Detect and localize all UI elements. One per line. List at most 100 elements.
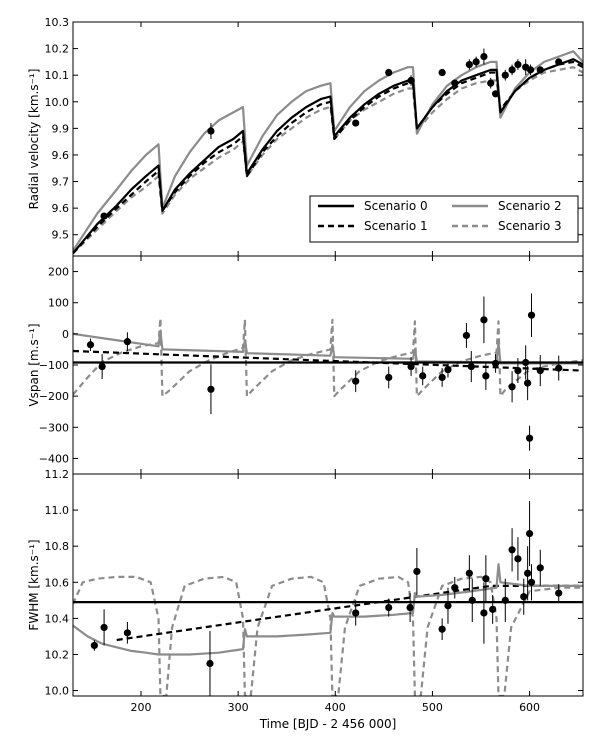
x-tick-label: 600 xyxy=(519,701,540,714)
legend: Scenario 0 Scenario 2 Scenario 1 Scenario 3 xyxy=(309,195,579,243)
data-point xyxy=(438,373,446,382)
data-point xyxy=(451,79,459,87)
data-point xyxy=(522,358,530,367)
panel-0: 9.5 9.6 9.7 9.6 9.9 10.0 10.1 10.2 10.3 Radial ve… xyxy=(27,16,584,257)
data-point xyxy=(438,68,446,77)
plot-area xyxy=(73,501,583,696)
data-point xyxy=(514,555,522,563)
y-tick-label: 11.2 xyxy=(45,468,70,481)
y-tick-label: 0 xyxy=(62,328,69,341)
data-point xyxy=(520,593,528,601)
plot-area xyxy=(73,48,583,255)
data-point xyxy=(508,546,516,554)
data-point xyxy=(472,58,480,66)
data-point xyxy=(385,603,393,612)
y-axis-label: FWHM [km.s⁻¹] xyxy=(27,539,41,630)
y-tick-label: −100 xyxy=(39,359,69,372)
data-point xyxy=(468,596,476,604)
data-point xyxy=(524,379,532,387)
data-point xyxy=(527,311,536,319)
data-point xyxy=(480,316,488,324)
data-point xyxy=(352,119,360,127)
y-tick-label: 9.6 xyxy=(52,149,70,162)
legend-label: Scenario 0 xyxy=(364,199,428,213)
data-point xyxy=(206,659,214,668)
data-point xyxy=(489,605,497,613)
y-tick-label: −200 xyxy=(39,390,69,403)
data-point xyxy=(385,68,393,77)
legend-box xyxy=(309,195,579,243)
data-point xyxy=(406,603,414,612)
data-point xyxy=(444,602,452,610)
data-point xyxy=(555,364,563,372)
x-tick-label: 400 xyxy=(325,701,346,714)
data-point xyxy=(352,377,360,385)
y-tick-label: 10.6 xyxy=(45,576,70,589)
y-tick-label: −400 xyxy=(39,452,69,465)
series-line-scenario-1 xyxy=(73,349,583,372)
data-point xyxy=(525,434,534,442)
data-point xyxy=(508,66,516,74)
data-point xyxy=(501,596,509,604)
data-point xyxy=(555,589,563,597)
data-point xyxy=(467,362,475,371)
data-point xyxy=(407,362,415,371)
data-point xyxy=(536,367,544,375)
y-axis-label: Vspan [m.s⁻¹] xyxy=(27,323,41,406)
data-point xyxy=(508,383,516,391)
data-point xyxy=(491,90,500,98)
data-point xyxy=(501,71,509,79)
y-tick-label: 9.5 xyxy=(52,229,70,242)
data-point xyxy=(444,366,452,374)
data-point xyxy=(536,564,544,572)
data-point xyxy=(480,52,488,61)
x-tick-label: 200 xyxy=(131,701,152,714)
y-tick-label: 10.8 xyxy=(45,540,70,553)
data-point xyxy=(465,569,473,577)
series-line-scenario-2 xyxy=(73,329,583,365)
y-tick-label: −300 xyxy=(39,421,69,434)
plot-area xyxy=(73,293,583,451)
data-point xyxy=(526,66,535,74)
data-point xyxy=(123,629,131,637)
data-point xyxy=(527,578,536,586)
data-point xyxy=(413,567,421,576)
data-point xyxy=(462,331,471,340)
data-point xyxy=(90,641,98,650)
axes-frame xyxy=(72,255,584,475)
y-tick-label: 10.2 xyxy=(45,648,70,661)
y-tick-label: 200 xyxy=(48,266,69,279)
data-point xyxy=(419,372,427,380)
data-point xyxy=(514,367,522,375)
data-point xyxy=(482,575,490,583)
y-tick-label: 9.6 xyxy=(52,202,70,215)
y-tick-label: 11.0 xyxy=(45,504,70,517)
y-tick-label: 100 xyxy=(48,297,69,310)
series-line-scenario-1 xyxy=(116,584,583,642)
data-point xyxy=(352,609,360,617)
y-tick-label: 10.0 xyxy=(45,96,70,109)
y-tick-label: 10.4 xyxy=(45,612,70,625)
data-point xyxy=(86,341,95,349)
series-line-scenario-3 xyxy=(73,575,583,696)
data-point xyxy=(207,127,215,135)
data-point xyxy=(451,584,459,592)
data-point xyxy=(123,338,131,346)
data-point xyxy=(207,385,215,393)
y-tick-label: 10.3 xyxy=(45,16,70,29)
legend-label: Scenario 1 xyxy=(364,219,428,233)
series-line-scenario-2 xyxy=(73,563,583,656)
data-point xyxy=(100,623,108,632)
x-tick-label: 300 xyxy=(228,701,249,714)
series-line-scenario-0 xyxy=(73,58,583,255)
data-point xyxy=(480,609,488,617)
y-tick-label: 9.9 xyxy=(52,122,70,135)
data-point xyxy=(385,373,393,382)
data-point xyxy=(525,529,534,538)
panel-2: 10.0 10.2 10.4 10.6 10.8 11.0 11.2 200 300 400 500… xyxy=(27,468,584,731)
y-tick-label: 10.0 xyxy=(45,685,70,698)
data-point xyxy=(438,625,446,633)
data-point xyxy=(465,60,473,69)
data-point xyxy=(555,58,563,66)
